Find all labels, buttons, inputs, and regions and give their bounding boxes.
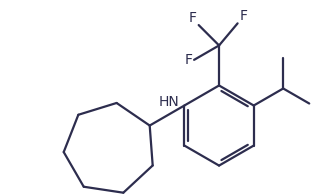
Text: HN: HN bbox=[158, 95, 179, 109]
Text: F: F bbox=[184, 53, 192, 67]
Text: F: F bbox=[189, 11, 197, 25]
Text: F: F bbox=[239, 9, 247, 23]
